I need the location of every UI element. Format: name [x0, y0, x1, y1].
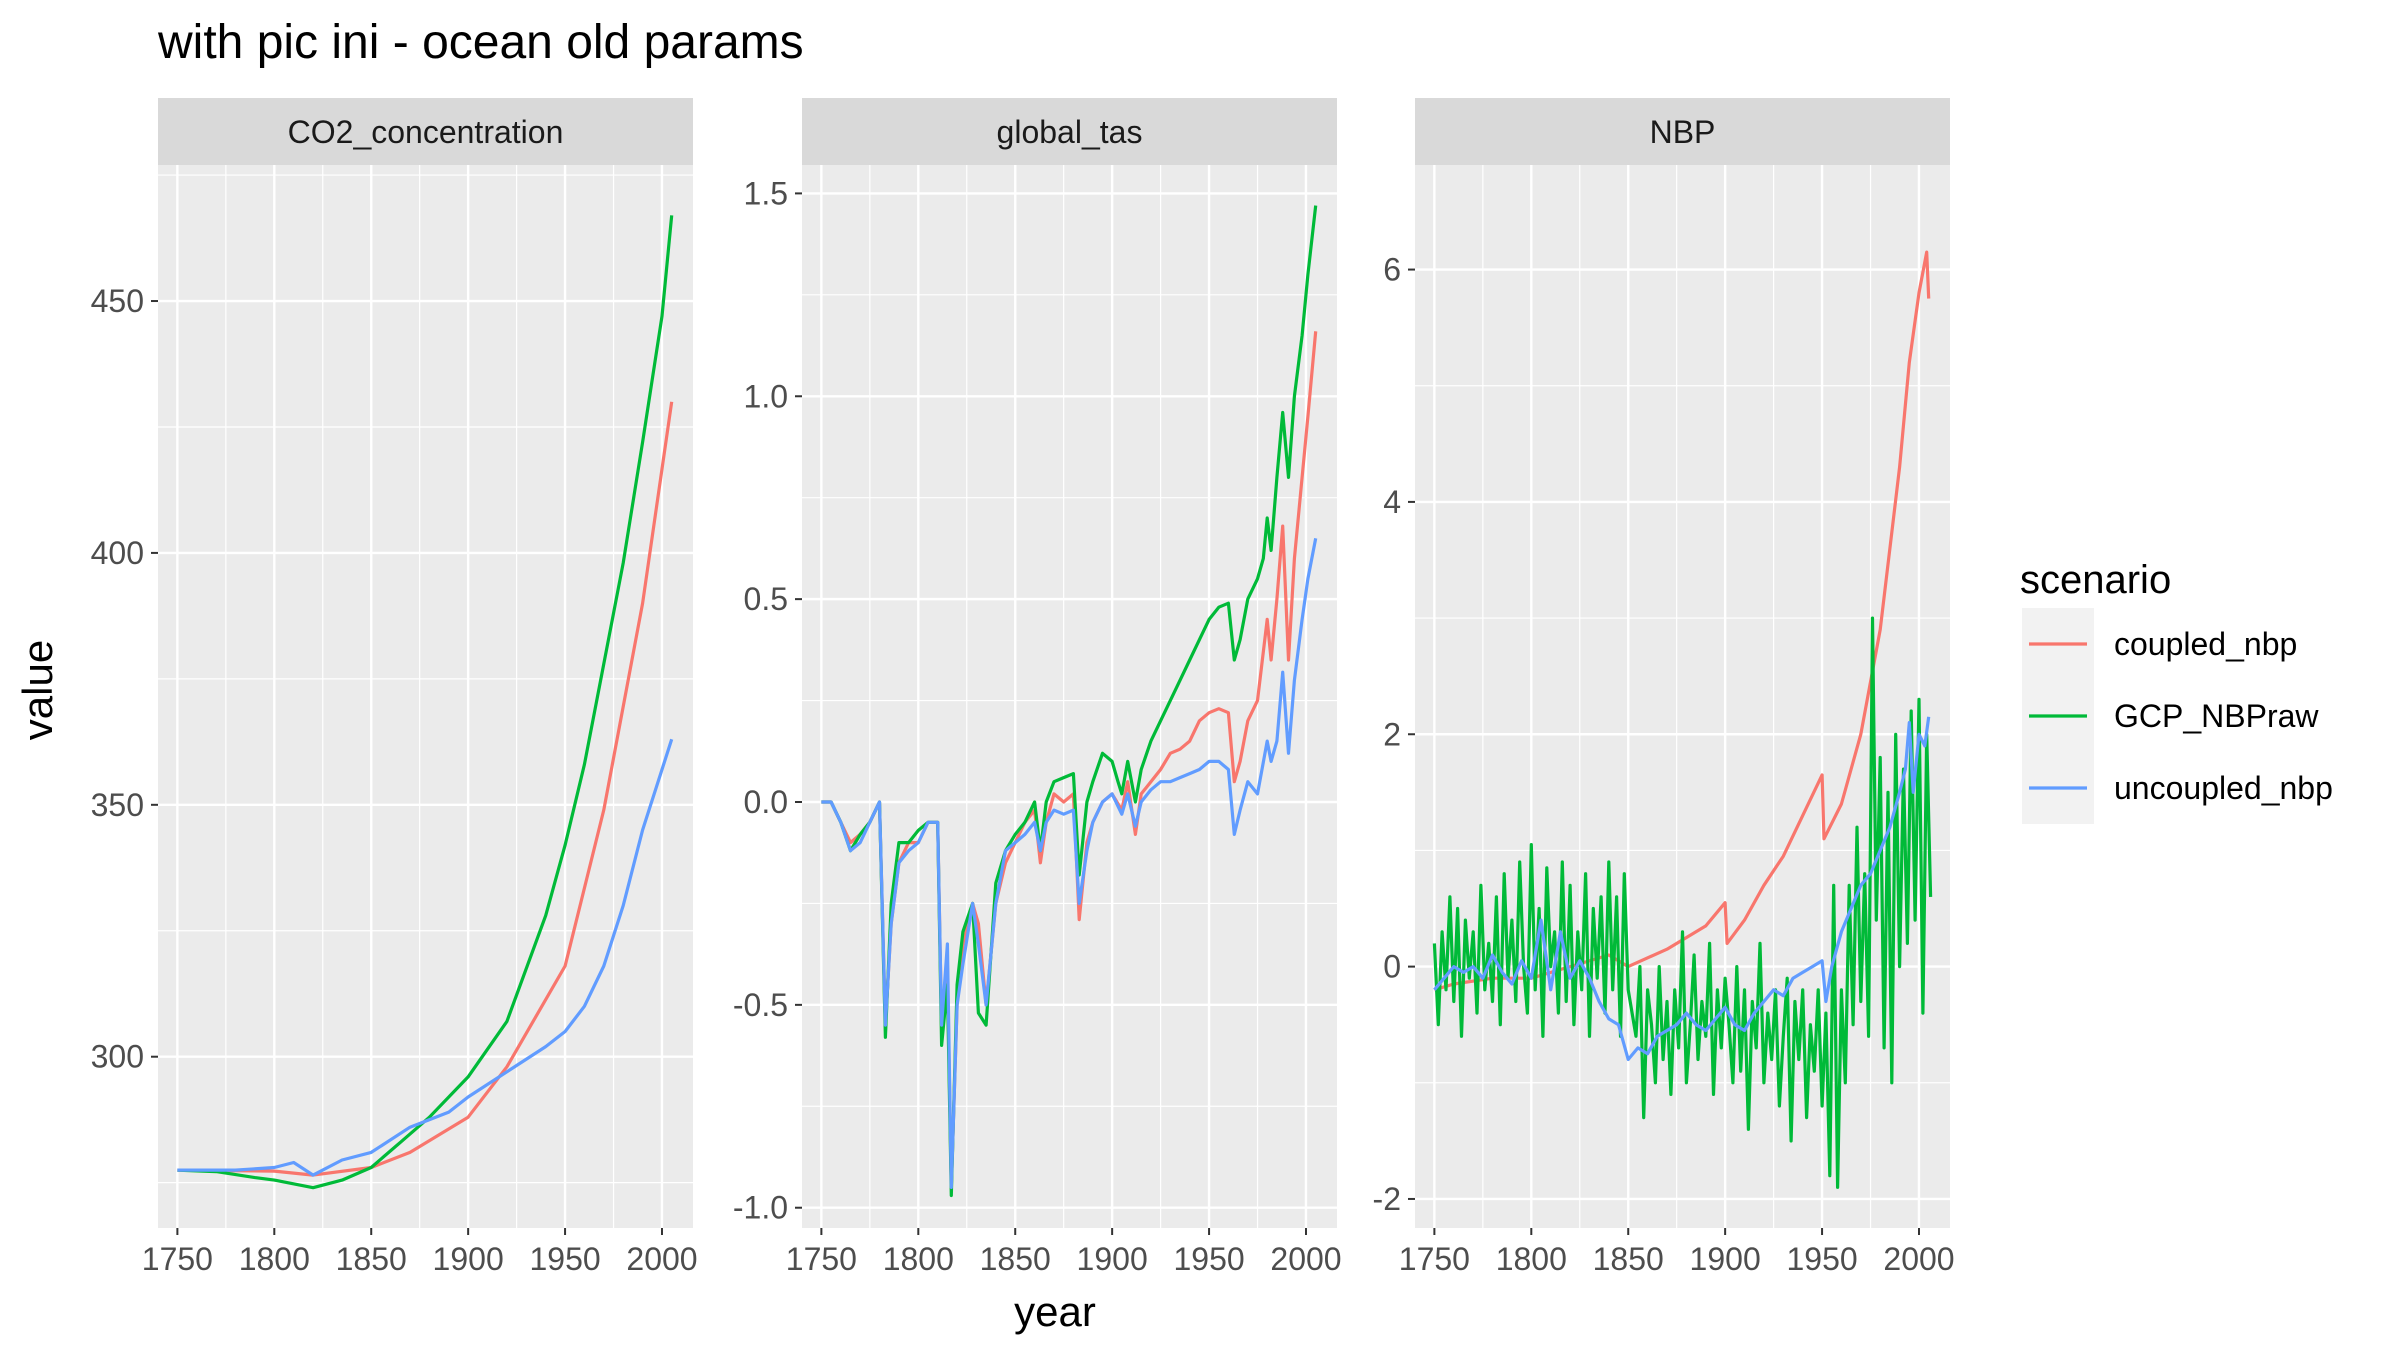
- y-tick-label: -1.0: [733, 1190, 788, 1226]
- x-tick-label: 1800: [883, 1241, 954, 1277]
- y-tick-label: 0.0: [744, 784, 788, 820]
- series-line-uncoupled-nbp: [821, 537, 1318, 1189]
- chart-title: with pic ini - ocean old params: [157, 16, 804, 69]
- legend-label: GCP_NBPraw: [2114, 698, 2319, 734]
- x-tick-label: 1900: [433, 1241, 504, 1277]
- y-tick-label: 450: [91, 283, 144, 319]
- panel-global-tas: global_tas 1750 1800 1850 1900 1950 2000 -1.0 -0…: [733, 98, 1342, 1277]
- y-tick-label: 1.5: [744, 175, 788, 211]
- facet-strip: [802, 98, 1337, 165]
- x-tick-label: 1850: [1593, 1241, 1664, 1277]
- panel-background: [1415, 165, 1950, 1228]
- y-axis-title: value: [14, 640, 61, 740]
- y-tick-label: 350: [91, 787, 144, 823]
- series-line-gcp-nbpraw: [1432, 616, 1933, 1189]
- legend-label: coupled_nbp: [2114, 626, 2297, 662]
- x-tick-label: 1850: [336, 1241, 407, 1277]
- x-tick-label: 1950: [1173, 1241, 1244, 1277]
- series-line-gcp-nbpraw: [177, 215, 674, 1190]
- y-tick-label: 1.0: [744, 378, 788, 414]
- x-tick-label: 1950: [529, 1241, 600, 1277]
- x-tick-label: 1900: [1077, 1241, 1148, 1277]
- panel-co2-concentration: CO2_concentration 1750 1800 1850 1900 1950 200…: [91, 98, 698, 1277]
- x-tick-label: 1800: [239, 1241, 310, 1277]
- panel-background: [158, 165, 693, 1228]
- x-tick-label: 1750: [142, 1241, 213, 1277]
- y-tick-label: 0.5: [744, 581, 788, 617]
- x-tick-label: 2000: [626, 1241, 697, 1277]
- y-tick-label: 0: [1383, 949, 1401, 985]
- panel-nbp: NBP 1750 1800 1850 1900 1950 2000 -2 0 2 4 6: [1373, 98, 1955, 1277]
- x-tick-label: 1950: [1786, 1241, 1857, 1277]
- series-line-uncoupled-nbp: [1433, 716, 1931, 1062]
- facet-strip: [158, 98, 693, 165]
- facet-strip-label: NBP: [1650, 114, 1716, 150]
- y-tick-label: 400: [91, 535, 144, 571]
- y-tick-label: -0.5: [733, 987, 788, 1023]
- x-tick-label: 1750: [786, 1241, 857, 1277]
- x-axis-title: year: [1014, 1288, 1096, 1335]
- panel-background: [802, 165, 1337, 1228]
- series-line-gcp-nbpraw: [821, 205, 1318, 1198]
- x-tick-label: 1900: [1690, 1241, 1761, 1277]
- y-tick-label: 6: [1383, 252, 1401, 288]
- y-tick-label: 4: [1383, 484, 1401, 520]
- x-tick-label: 1800: [1496, 1241, 1567, 1277]
- legend: scenario coupled_nbp GCP_NBPraw uncoupled_…: [2020, 558, 2333, 824]
- x-tick-label: 2000: [1883, 1241, 1954, 1277]
- x-tick-label: 1850: [980, 1241, 1051, 1277]
- facet-strip-label: CO2_concentration: [288, 114, 564, 150]
- legend-title: scenario: [2020, 558, 2171, 602]
- legend-label: uncoupled_nbp: [2114, 770, 2333, 806]
- x-tick-label: 1750: [1399, 1241, 1470, 1277]
- y-tick-label: 2: [1383, 716, 1401, 752]
- facet-strip: [1415, 98, 1950, 165]
- series-line-coupled-nbp: [177, 401, 674, 1177]
- y-tick-label: 300: [91, 1039, 144, 1075]
- facet-strip-label: global_tas: [997, 114, 1143, 150]
- series-line-coupled-nbp: [1433, 250, 1931, 992]
- x-tick-label: 2000: [1270, 1241, 1341, 1277]
- y-tick-label: -2: [1373, 1181, 1401, 1217]
- series-line-uncoupled-nbp: [177, 738, 674, 1177]
